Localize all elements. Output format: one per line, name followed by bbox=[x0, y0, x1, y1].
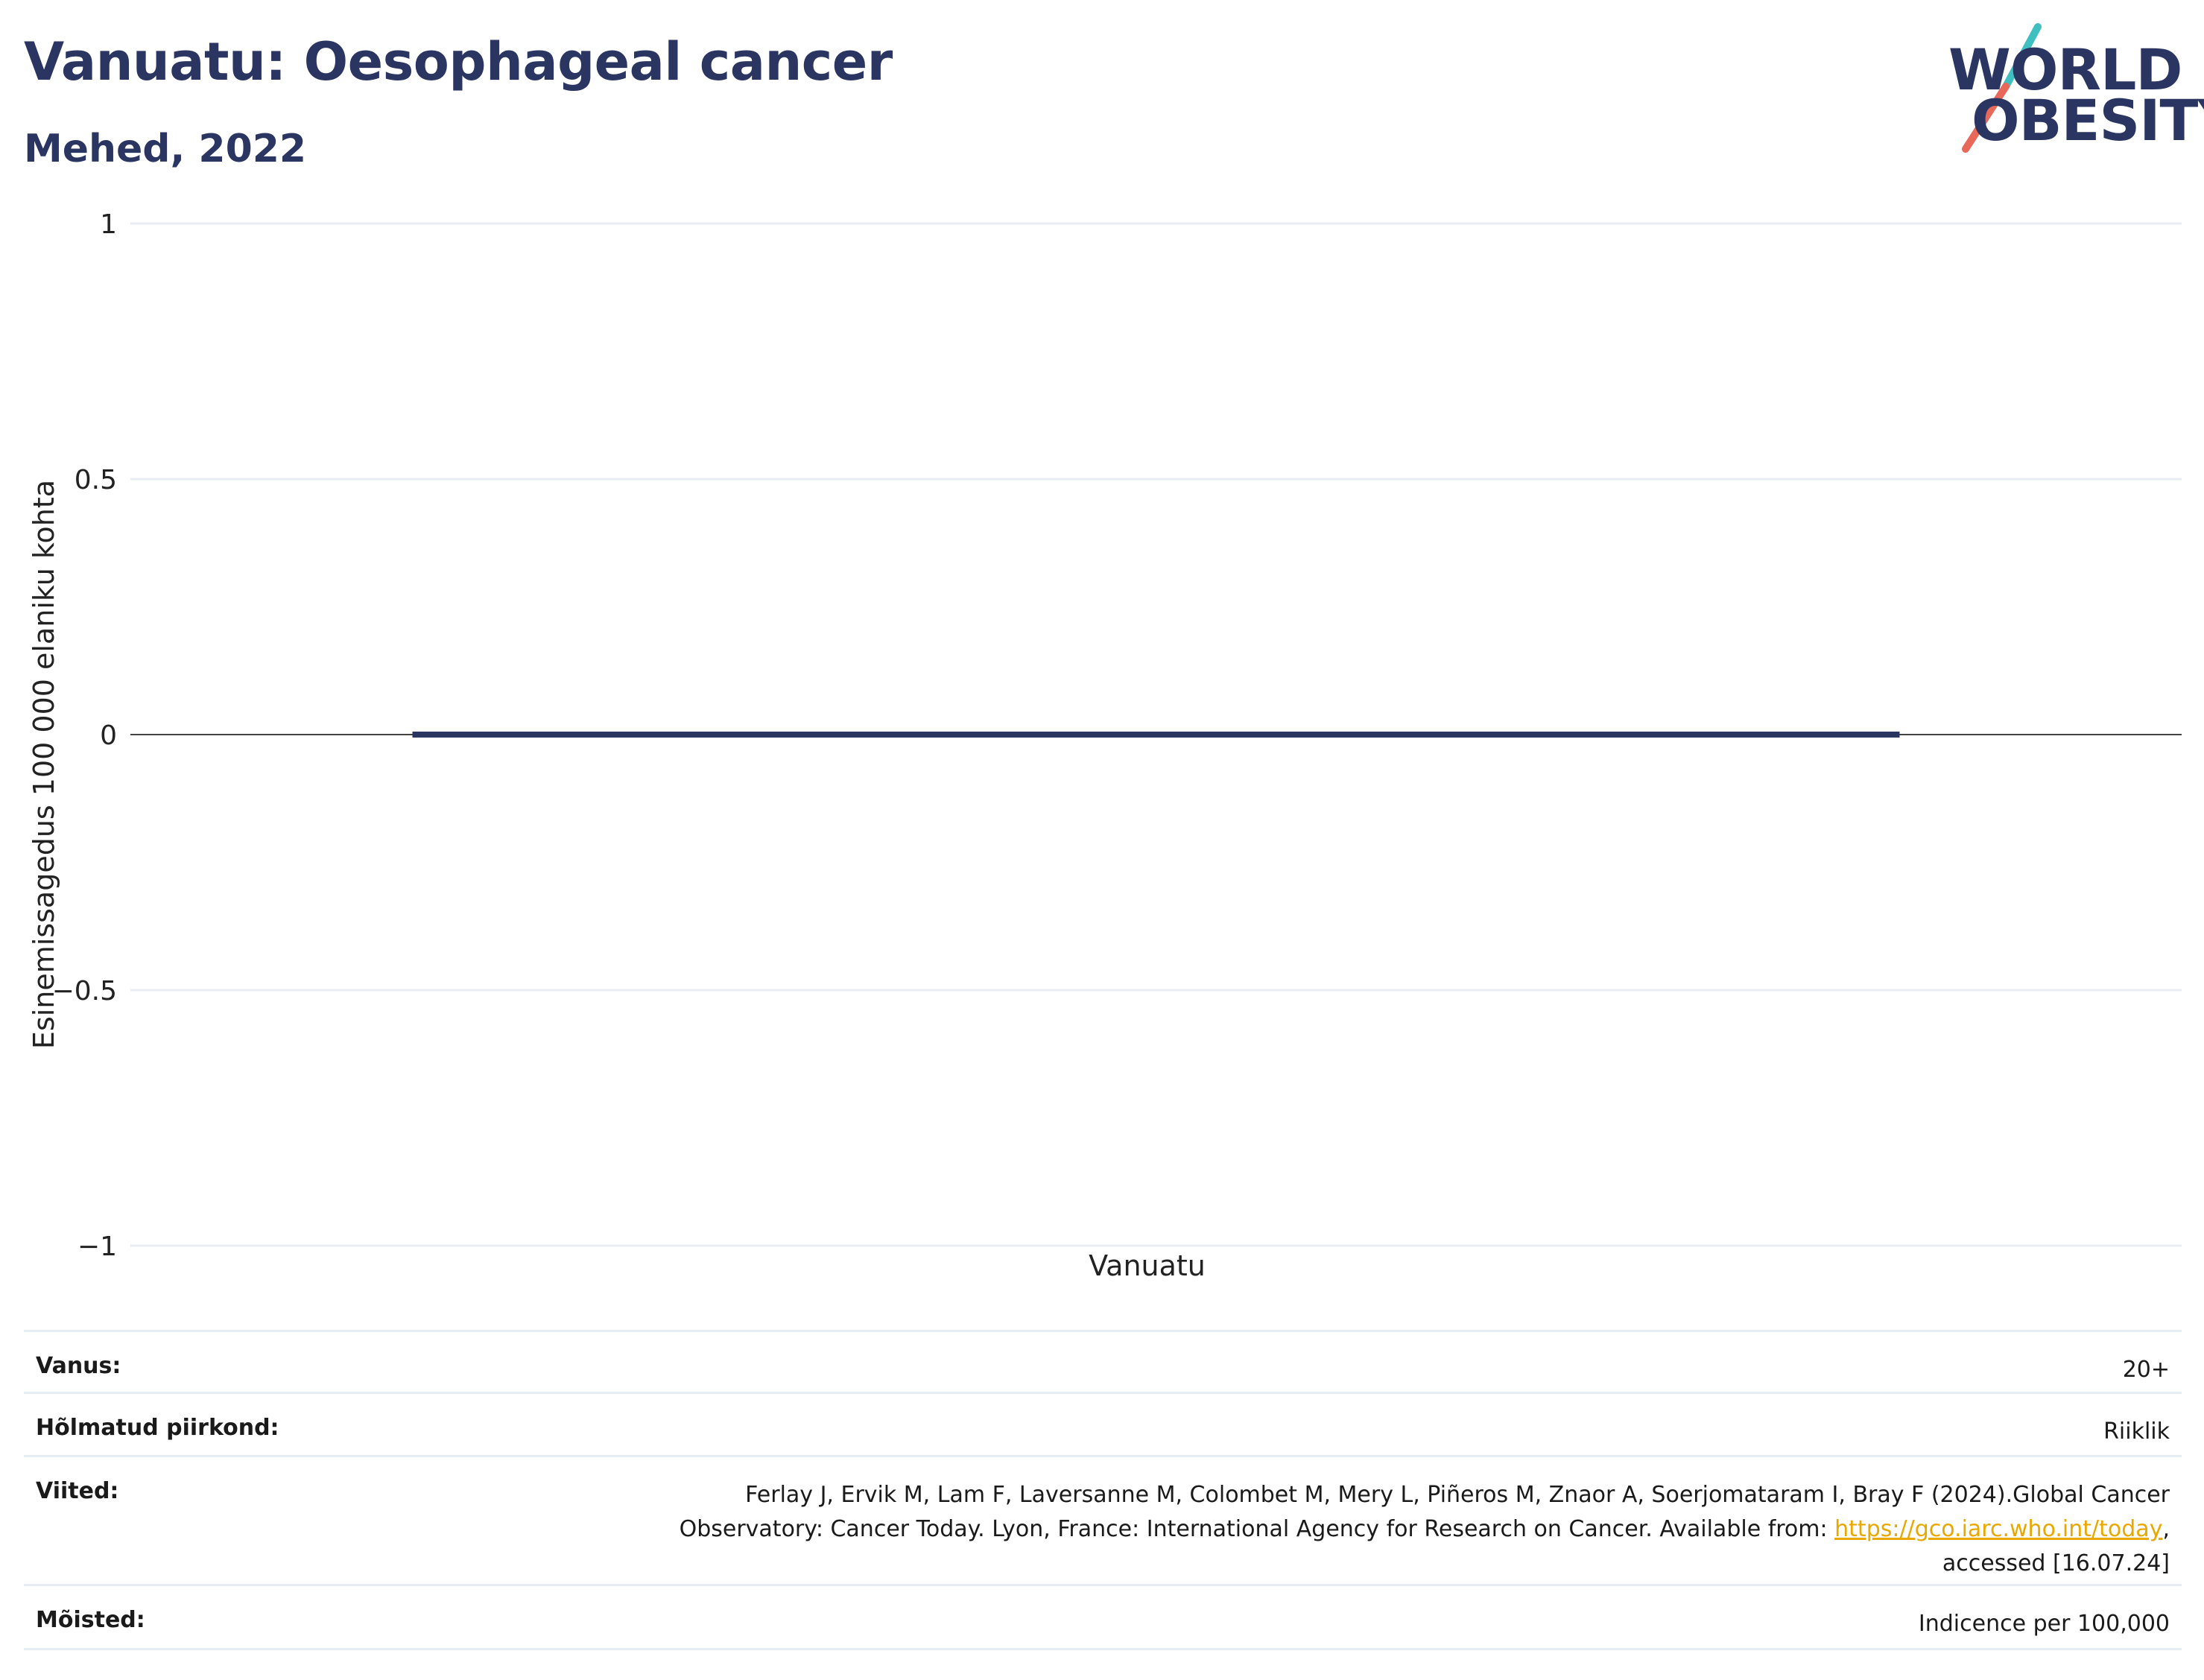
area-value: Riiklik bbox=[495, 1392, 2182, 1456]
page-subtitle: Mehed, 2022 bbox=[24, 127, 307, 171]
meta-row-references: Viited: Ferlay J, Ervik M, Lam F, Lavers… bbox=[24, 1455, 2182, 1585]
references-line-2-text: Observatory: Cancer Today. Lyon, France:… bbox=[679, 1516, 1835, 1542]
references-line-2: Observatory: Cancer Today. Lyon, France:… bbox=[507, 1512, 2170, 1547]
bar-vanuatu[interactable] bbox=[412, 732, 1900, 738]
y-tick-label: −0.5 bbox=[52, 976, 117, 1007]
logo-line2: OBESITY bbox=[1972, 87, 2204, 153]
bar-chart: 1 0.5 0 −0.5 −1 Esinemissagedus 100 000 elan… bbox=[28, 209, 2182, 1282]
references-line-1: Ferlay J, Ervik M, Lam F, Laversanne M, … bbox=[745, 1482, 2170, 1508]
bars bbox=[412, 732, 1900, 738]
references-value: Ferlay J, Ervik M, Lam F, Laversanne M, … bbox=[495, 1455, 2182, 1585]
area-label: Hõlmatud piirkond: bbox=[24, 1392, 495, 1456]
y-tick-label: 0.5 bbox=[75, 465, 117, 495]
references-label: Viited: bbox=[24, 1455, 495, 1585]
references-line-3: accessed [16.07.24] bbox=[1942, 1550, 2170, 1576]
y-tick-label: 1 bbox=[100, 209, 117, 240]
meta-row-definitions: Mõisted: Indicence per 100,000 bbox=[24, 1584, 2182, 1650]
logo-line1: WORLD bbox=[1948, 37, 2182, 103]
logo-slash-icon bbox=[1962, 23, 2042, 153]
references-line-2-end: , bbox=[2162, 1516, 2170, 1542]
y-axis-label: Esinemissagedus 100 000 elaniku kohta bbox=[28, 480, 60, 1049]
definitions-value: Indicence per 100,000 bbox=[495, 1584, 2182, 1650]
world-obesity-logo: WORLD OBESITY bbox=[1937, 21, 2204, 155]
y-tick-label: 0 bbox=[100, 720, 117, 751]
age-value: 20+ bbox=[495, 1330, 2182, 1393]
definitions-label: Mõisted: bbox=[24, 1584, 495, 1650]
age-label: Vanus: bbox=[24, 1330, 495, 1393]
meta-row-age: Vanus: 20+ bbox=[24, 1330, 2182, 1393]
references-link[interactable]: https://gco.iarc.who.int/today bbox=[1834, 1516, 2163, 1542]
y-axis-ticks: 1 0.5 0 −0.5 −1 bbox=[52, 209, 117, 1262]
x-axis-label: Vanuatu bbox=[1089, 1249, 1206, 1282]
y-tick-label: −1 bbox=[77, 1232, 117, 1262]
meta-row-area: Hõlmatud piirkond: Riiklik bbox=[24, 1392, 2182, 1456]
page-title: Vanuatu: Oesophageal cancer bbox=[24, 31, 893, 92]
metadata-table: Vanus: 20+ Hõlmatud piirkond: Riiklik Vi… bbox=[24, 1330, 2182, 1650]
